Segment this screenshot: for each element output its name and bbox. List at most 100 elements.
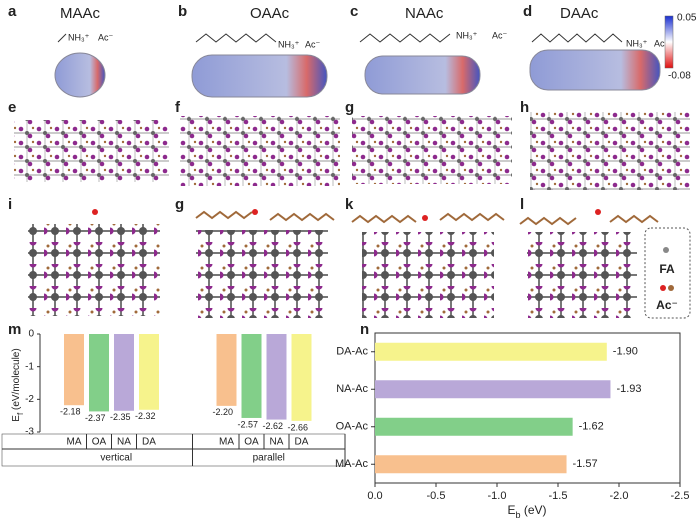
x-tick-label: -0.5 bbox=[427, 490, 446, 502]
formula: NH₃⁺ bbox=[626, 38, 648, 48]
y-tick-label: 0 bbox=[28, 329, 34, 340]
molecule-name: NAAc bbox=[405, 5, 444, 22]
slab bbox=[196, 230, 328, 318]
crystal bbox=[14, 120, 169, 182]
value-label: -2.20 bbox=[213, 407, 234, 417]
y-tick-label: MA-Ac bbox=[335, 458, 369, 470]
formula: Ac⁻ bbox=[492, 30, 508, 40]
plot-frame bbox=[374, 332, 681, 484]
colorbar-label: 0.05 bbox=[677, 13, 697, 24]
x-tick-label: NA bbox=[270, 437, 284, 448]
molecule-name: MAAc bbox=[60, 5, 101, 22]
crystal bbox=[530, 112, 690, 190]
chain bbox=[439, 212, 505, 222]
colorbar bbox=[664, 15, 674, 69]
bar bbox=[375, 380, 611, 399]
x-tick-label: DA bbox=[295, 437, 309, 448]
x-tick-label: NA bbox=[117, 437, 131, 448]
colorbar-label: -0.08 bbox=[668, 71, 691, 82]
panel-label: a bbox=[8, 3, 17, 20]
bar bbox=[89, 334, 109, 412]
atom bbox=[595, 209, 601, 215]
value-label: -2.66 bbox=[288, 422, 309, 432]
molecule-name: OAAc bbox=[250, 5, 290, 22]
x-tick-label: -2.0 bbox=[610, 490, 629, 502]
formula: Ac⁻ bbox=[98, 32, 114, 42]
crystal bbox=[180, 116, 340, 186]
value-label: -2.18 bbox=[60, 407, 81, 417]
slab bbox=[28, 224, 160, 316]
panel-label: k bbox=[345, 196, 354, 213]
legend-icon bbox=[663, 247, 669, 253]
chain bbox=[195, 33, 277, 43]
chain bbox=[57, 33, 67, 43]
x-axis-label-part: b bbox=[515, 510, 520, 520]
panel-label: c bbox=[350, 3, 358, 20]
value-label: -2.35 bbox=[110, 412, 131, 422]
bar bbox=[375, 342, 607, 361]
legend-label: Ac⁻ bbox=[656, 298, 678, 312]
value-label: -2.32 bbox=[135, 411, 156, 421]
y-tick-label: -3 bbox=[25, 427, 34, 438]
bar bbox=[291, 334, 312, 421]
bar bbox=[241, 334, 262, 418]
value-label: -1.90 bbox=[613, 346, 638, 358]
legend-box bbox=[644, 227, 691, 319]
y-tick-label: NA-Ac bbox=[336, 383, 368, 395]
y-tick-label: OA-Ac bbox=[336, 421, 369, 433]
panel-label: d bbox=[523, 3, 532, 20]
y-tick-label: -1 bbox=[25, 361, 34, 372]
bar bbox=[266, 334, 287, 420]
panel-label: n bbox=[360, 321, 369, 338]
x-axis-label-part: E bbox=[507, 503, 515, 517]
group-label: vertical bbox=[100, 453, 132, 464]
slab bbox=[527, 232, 637, 318]
x-tick-label: -2.5 bbox=[671, 490, 690, 502]
bar bbox=[64, 334, 84, 406]
chain bbox=[531, 33, 623, 43]
x-tick-label: 0.0 bbox=[367, 490, 382, 502]
panel-label: f bbox=[175, 99, 181, 116]
molecule-name: DAAc bbox=[560, 5, 599, 22]
panel-label: m bbox=[8, 321, 21, 338]
legend-icon bbox=[668, 285, 674, 291]
panel-label: g bbox=[345, 99, 354, 116]
bar bbox=[375, 417, 573, 436]
formula: Ac⁻ bbox=[654, 38, 670, 48]
atom bbox=[252, 209, 258, 215]
x-axis-label: Eb (eV) bbox=[507, 503, 546, 520]
atom bbox=[422, 215, 428, 221]
y-axis-label-part: (eV/molecule) bbox=[11, 348, 22, 412]
formula: NH₃⁺ bbox=[68, 32, 90, 42]
x-tick-label: -1.0 bbox=[488, 490, 507, 502]
y-tick-label: DA-Ac bbox=[336, 346, 368, 358]
x-tick-label: OA bbox=[92, 437, 107, 448]
y-axis-label-part: f bbox=[16, 412, 25, 415]
panel-label: g bbox=[175, 196, 184, 213]
value-label: -1.62 bbox=[579, 421, 604, 433]
legend-label: FA bbox=[659, 262, 675, 276]
formula: Ac⁻ bbox=[305, 39, 321, 49]
top-panels: a b c d MAAc OAAc NAAc DAAc NH₃⁺ Ac⁻ NH₃… bbox=[8, 3, 697, 98]
bar bbox=[216, 334, 237, 406]
legend-icon bbox=[660, 285, 666, 291]
value-label: -1.57 bbox=[573, 458, 598, 470]
crystal bbox=[352, 116, 512, 184]
chain bbox=[195, 210, 253, 220]
chain bbox=[359, 33, 451, 43]
y-tick-label: -2 bbox=[25, 394, 34, 405]
value-label: -1.93 bbox=[616, 383, 641, 395]
panel-label: h bbox=[520, 99, 529, 116]
panel-label: i bbox=[8, 196, 12, 213]
formula: NH₃⁺ bbox=[456, 30, 478, 40]
chain bbox=[351, 214, 417, 224]
x-tick-label: DA bbox=[142, 437, 156, 448]
value-label: -2.57 bbox=[238, 419, 259, 429]
chain bbox=[269, 212, 335, 222]
y-axis-label-part: E bbox=[11, 415, 22, 422]
x-tick-label: -1.5 bbox=[549, 490, 568, 502]
category-table bbox=[1, 433, 346, 467]
esp-surface bbox=[54, 52, 106, 98]
panel-label: b bbox=[178, 3, 187, 20]
